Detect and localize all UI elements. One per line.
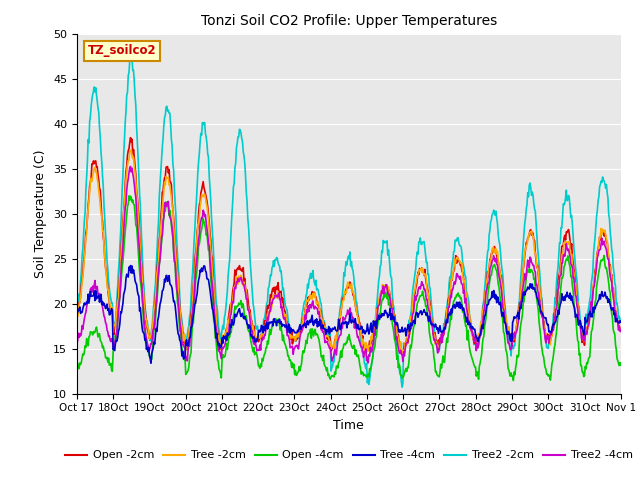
- Open -2cm: [433, 341, 440, 347]
- Tree2 -4cm: [433, 341, 440, 347]
- Tree2 -2cm: [195, 158, 202, 164]
- Tree2 -2cm: [398, 384, 406, 390]
- Y-axis label: Soil Temperature (C): Soil Temperature (C): [35, 149, 47, 278]
- X-axis label: Time: Time: [333, 419, 364, 432]
- Open -2cm: [617, 328, 625, 334]
- Line: Tree -2cm: Tree -2cm: [77, 150, 621, 355]
- Tree2 -2cm: [617, 319, 625, 325]
- Open -2cm: [223, 325, 231, 331]
- Open -2cm: [195, 210, 202, 216]
- Tree -4cm: [433, 324, 440, 329]
- Open -4cm: [223, 347, 231, 352]
- Tree2 -2cm: [433, 338, 440, 344]
- Open -2cm: [417, 267, 424, 273]
- Tree -2cm: [127, 147, 135, 153]
- Open -4cm: [83, 336, 90, 341]
- Open -2cm: [127, 135, 134, 141]
- Tree2 -4cm: [417, 286, 424, 292]
- Open -4cm: [73, 362, 81, 368]
- Tree -4cm: [83, 299, 90, 305]
- Open -4cm: [617, 362, 625, 368]
- Tree2 -2cm: [417, 235, 424, 241]
- Tree2 -4cm: [73, 339, 81, 345]
- Tree -2cm: [83, 230, 90, 236]
- Tree -2cm: [223, 324, 231, 329]
- Open -2cm: [140, 291, 147, 297]
- Open -2cm: [73, 308, 81, 314]
- Tree2 -2cm: [83, 174, 90, 180]
- Tree2 -4cm: [127, 164, 134, 169]
- Open -4cm: [416, 294, 424, 300]
- Legend: Open -2cm, Tree -2cm, Open -4cm, Tree -4cm, Tree2 -2cm, Tree2 -4cm: Open -2cm, Tree -2cm, Open -4cm, Tree -4…: [61, 446, 637, 465]
- Tree -4cm: [417, 308, 424, 314]
- Line: Tree2 -4cm: Tree2 -4cm: [77, 167, 621, 363]
- Tree -4cm: [224, 333, 232, 338]
- Open -4cm: [195, 243, 202, 249]
- Tree2 -2cm: [140, 278, 147, 284]
- Open -4cm: [125, 193, 133, 199]
- Tree -2cm: [140, 288, 147, 293]
- Tree2 -2cm: [73, 307, 81, 312]
- Line: Open -4cm: Open -4cm: [77, 196, 621, 381]
- Tree2 -4cm: [195, 236, 202, 242]
- Line: Tree2 -2cm: Tree2 -2cm: [77, 59, 621, 387]
- Line: Open -2cm: Open -2cm: [77, 138, 621, 354]
- Tree2 -4cm: [223, 334, 231, 339]
- Text: TZ_soilco2: TZ_soilco2: [88, 44, 156, 58]
- Tree2 -2cm: [127, 56, 134, 62]
- Open -4cm: [140, 316, 147, 322]
- Tree2 -4cm: [617, 329, 625, 335]
- Title: Tonzi Soil CO2 Profile: Upper Temperatures: Tonzi Soil CO2 Profile: Upper Temperatur…: [201, 14, 497, 28]
- Tree -2cm: [195, 221, 202, 227]
- Tree -4cm: [140, 330, 147, 336]
- Tree -2cm: [361, 352, 369, 358]
- Open -4cm: [509, 378, 517, 384]
- Open -2cm: [83, 226, 90, 231]
- Tree2 -2cm: [223, 288, 231, 294]
- Tree2 -4cm: [83, 304, 90, 310]
- Tree -2cm: [617, 326, 625, 332]
- Tree -2cm: [73, 309, 81, 315]
- Tree -4cm: [73, 313, 81, 319]
- Tree2 -4cm: [140, 306, 147, 312]
- Tree -4cm: [617, 319, 625, 325]
- Tree2 -4cm: [364, 360, 372, 366]
- Open -2cm: [399, 351, 407, 357]
- Line: Tree -4cm: Tree -4cm: [77, 265, 621, 363]
- Tree -2cm: [433, 339, 440, 345]
- Tree -4cm: [147, 360, 155, 366]
- Tree -2cm: [417, 267, 424, 273]
- Tree -4cm: [127, 263, 134, 268]
- Open -4cm: [431, 369, 439, 374]
- Tree -4cm: [196, 274, 204, 280]
